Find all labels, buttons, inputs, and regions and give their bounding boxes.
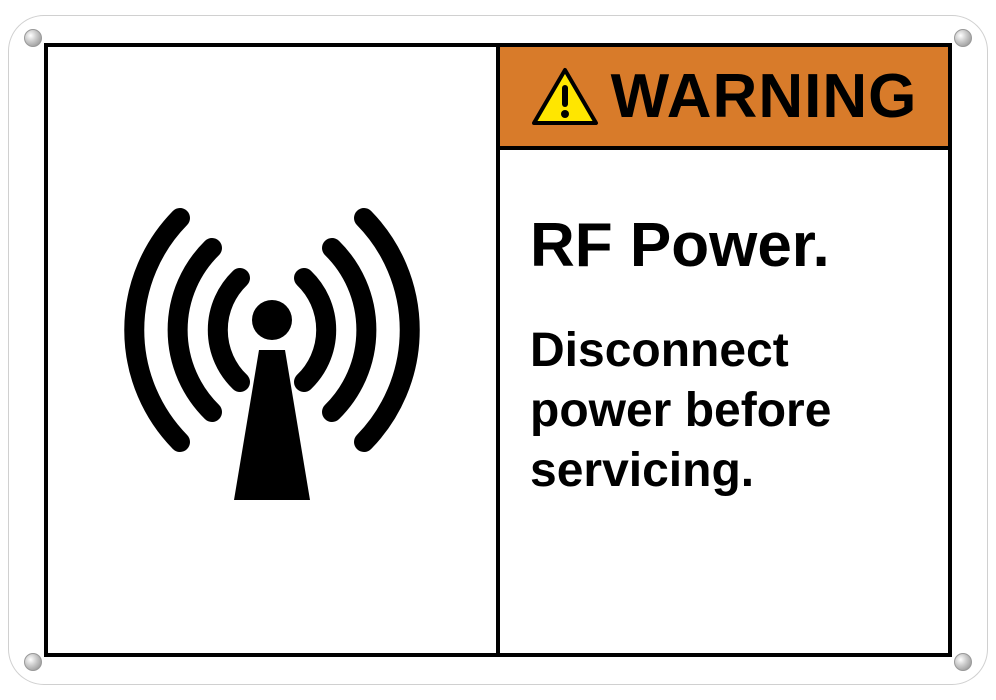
rf-radiation-icon [92, 170, 452, 530]
icon-panel [48, 47, 496, 653]
screw-hole [24, 29, 42, 47]
hazard-triangle-icon [531, 67, 599, 127]
sign-inner-frame: WARNING RF Power. Disconnect power befor… [44, 43, 952, 657]
warning-header: WARNING [500, 47, 948, 150]
sign-plate: WARNING RF Power. Disconnect power befor… [8, 15, 988, 685]
message-line-1: RF Power. [530, 210, 918, 281]
warning-header-text: WARNING [611, 61, 918, 132]
message-panel: RF Power. Disconnect power before servic… [500, 150, 948, 653]
screw-hole [954, 653, 972, 671]
screw-hole [954, 29, 972, 47]
screw-hole [24, 653, 42, 671]
message-line-2: Disconnect power before servicing. [530, 321, 918, 501]
text-panel: WARNING RF Power. Disconnect power befor… [496, 47, 948, 653]
